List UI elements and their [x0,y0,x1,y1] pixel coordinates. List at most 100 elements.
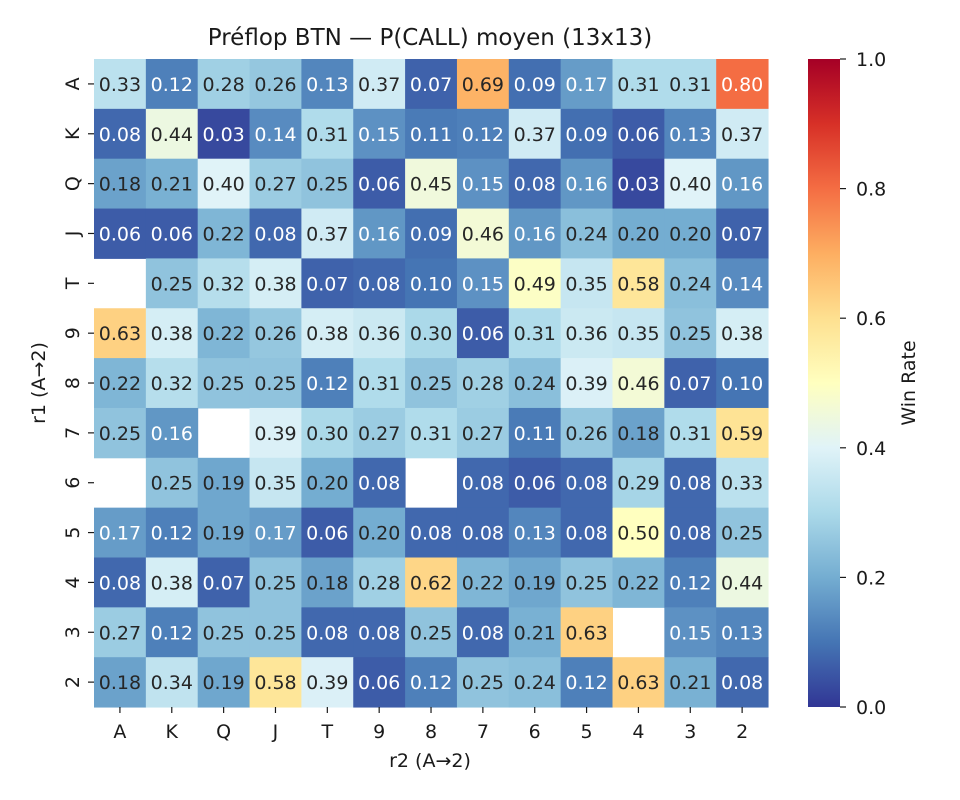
heatmap-cell [560,258,613,309]
heatmap-cell [560,457,613,509]
cell-value-label: 0.20 [306,473,348,495]
heatmap-cell [508,208,562,259]
heatmap-cell [508,108,562,160]
heatmap-cell [249,258,302,309]
heatmap-cell [249,557,302,608]
y-tick-label: J [62,231,84,238]
heatmap-cell [716,59,769,110]
heatmap-cell [249,208,302,259]
heatmap-cell [405,557,458,608]
heatmap-cell [197,308,251,359]
cell-value-label: 0.25 [306,174,348,196]
cell-value-label: 0.63 [617,672,659,694]
heatmap-cell [405,407,458,459]
heatmap-cell [249,507,302,558]
cell-value-label: 0.28 [358,572,400,594]
cell-value-label: 0.27 [462,423,504,445]
heatmap-cell [612,457,665,509]
cell-value-label: 0.12 [565,672,607,694]
heatmap-cell [197,657,251,708]
x-tick-label: A [113,721,126,743]
cell-value-label: 0.06 [462,323,504,345]
heatmap-cell [716,607,769,658]
cell-value-label: 0.06 [306,523,348,545]
cell-value-label: 0.45 [410,174,452,196]
heatmap-cell [94,657,147,708]
heatmap-cell [405,358,458,409]
cell-value-label: 0.38 [306,323,348,345]
heatmap-cell [664,158,717,210]
heatmap-cell [301,657,354,708]
cell-value-label: 0.25 [669,323,711,345]
heatmap-cell [249,158,302,210]
heatmap-cell [94,208,147,259]
heatmap-cell [405,208,458,259]
x-tick-label: J [272,721,279,743]
cell-value-label: 0.18 [99,672,141,694]
cell-value-label: 0.07 [669,373,711,395]
cell-value-label: 0.06 [358,672,400,694]
cell-value-label: 0.13 [306,74,348,96]
heatmap-cell [664,208,717,259]
cell-value-label: 0.80 [721,74,763,96]
cell-value-label: 0.08 [565,473,607,495]
heatmap-cell [508,258,562,309]
cell-value-label: 0.37 [721,124,763,146]
heatmap-cell [301,457,354,509]
heatmap-cell [145,308,199,359]
heatmap-cell [145,358,199,409]
cell-value-label: 0.09 [514,74,556,96]
heatmap-cell [664,557,717,608]
heatmap-cell [197,258,251,309]
cell-value-label: 0.58 [617,273,659,295]
cell-value-label: 0.12 [151,523,193,545]
heatmap-cell [612,258,665,309]
cell-value-label: 0.17 [254,523,296,545]
heatmap-cell [301,108,354,160]
cell-value-label: 0.30 [306,423,348,445]
cell-value-label: 0.17 [99,523,141,545]
heatmap-cell [456,208,510,259]
x-tick-label: 7 [477,721,489,743]
cell-value-label: 0.34 [151,672,193,694]
heatmap-cell [145,557,199,608]
colorbar-tick-label: 0.2 [856,567,886,589]
cell-value-label: 0.39 [306,672,348,694]
y-tick-label: 2 [62,676,84,688]
cell-value-label: 0.15 [669,622,711,644]
heatmap-cell [353,657,406,708]
cell-value-label: 0.33 [721,473,763,495]
x-tick-label: 3 [684,721,696,743]
cell-value-label: 0.26 [254,74,296,96]
cell-value-label: 0.08 [462,523,504,545]
heatmap-cell [145,407,199,459]
y-tick-label: 3 [62,626,84,638]
cell-value-label: 0.19 [202,473,244,495]
heatmap-cell [353,507,406,558]
colorbar-tick-label: 0.8 [856,179,886,201]
cell-value-label: 0.19 [202,523,244,545]
cell-value-label: 0.37 [358,74,400,96]
cell-value-label: 0.20 [358,523,400,545]
heatmap-cell [249,607,302,658]
cell-value-label: 0.38 [721,323,763,345]
cell-value-label: 0.03 [617,174,659,196]
colorbar-tick-label: 1.0 [856,49,886,71]
heatmap-cell [664,308,717,359]
cell-value-label: 0.25 [410,622,452,644]
heatmap-cell [249,358,302,409]
cell-value-label: 0.12 [306,373,348,395]
heatmap-cell [716,407,769,459]
heatmap-cell [664,407,717,459]
heatmap-cell [560,59,613,110]
colorbar-label: Win Rate [898,340,920,425]
cell-value-label: 0.08 [306,622,348,644]
cell-value-label: 0.31 [514,323,556,345]
heatmap-cell [353,258,406,309]
cell-value-label: 0.22 [202,223,244,245]
cell-value-label: 0.49 [514,273,556,295]
heatmap-cell [716,457,769,509]
cell-value-label: 0.63 [99,323,141,345]
cell-value-label: 0.18 [306,572,348,594]
x-tick-label: 8 [425,721,437,743]
